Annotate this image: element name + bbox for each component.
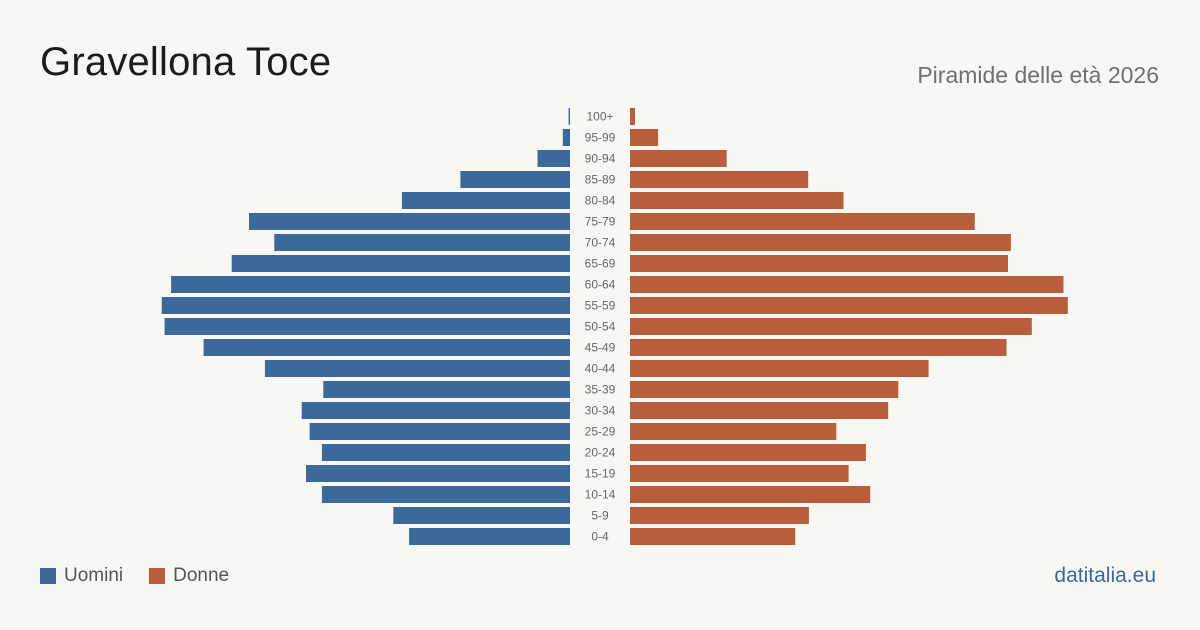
- bar-men-75-79: [249, 213, 570, 230]
- bar-women-15-19: [630, 465, 849, 482]
- brand-link[interactable]: datitalia.eu: [1054, 564, 1156, 587]
- bar-men-30-34: [301, 402, 570, 419]
- age-group-label-30-34: 30-34: [585, 404, 616, 418]
- age-group-label-20-24: 20-24: [585, 446, 616, 460]
- age-group-label-15-19: 15-19: [585, 467, 616, 481]
- bar-women-25-29: [630, 423, 837, 440]
- bar-men-50-54: [164, 318, 570, 335]
- bar-men-70-74: [274, 234, 570, 251]
- age-group-label-100+: 100+: [586, 110, 613, 124]
- bar-men-25-29: [309, 423, 570, 440]
- age-group-label-5-9: 5-9: [591, 509, 609, 523]
- bar-women-55-59: [630, 297, 1068, 314]
- chart-subtitle: Piramide delle età 2026: [917, 62, 1159, 88]
- age-group-label-90-94: 90-94: [585, 152, 616, 166]
- bar-women-100+: [630, 108, 635, 125]
- bar-women-45-49: [630, 339, 1007, 356]
- bar-men-80-84: [401, 192, 570, 209]
- age-group-label-45-49: 45-49: [585, 341, 616, 355]
- bar-men-35-39: [323, 381, 570, 398]
- chart-title: Gravellona Toce: [40, 40, 332, 84]
- bar-men-20-24: [321, 444, 570, 461]
- bar-women-20-24: [630, 444, 866, 461]
- age-group-label-0-4: 0-4: [591, 530, 609, 544]
- age-group-label-60-64: 60-64: [585, 278, 616, 292]
- age-group-label-25-29: 25-29: [585, 425, 616, 439]
- legend-swatch-women: [149, 568, 166, 584]
- bar-women-80-84: [630, 192, 844, 209]
- bar-men-100+: [568, 108, 570, 125]
- bar-men-95-99: [562, 129, 570, 146]
- bar-women-90-94: [630, 150, 727, 167]
- bar-women-30-34: [630, 402, 889, 419]
- bar-men-45-49: [203, 339, 570, 356]
- legend-item-men: Uomini: [40, 565, 123, 587]
- bar-women-35-39: [630, 381, 899, 398]
- bar-women-5-9: [630, 507, 809, 524]
- bar-men-55-59: [161, 297, 570, 314]
- age-group-label-70-74: 70-74: [585, 236, 616, 250]
- age-group-label-65-69: 65-69: [585, 257, 616, 271]
- bar-women-0-4: [630, 528, 796, 545]
- bar-men-65-69: [231, 255, 570, 272]
- legend-swatch-men: [40, 568, 56, 584]
- bar-men-60-64: [171, 276, 570, 293]
- bar-men-15-19: [306, 465, 570, 482]
- age-group-label-75-79: 75-79: [585, 215, 616, 229]
- age-group-label-55-59: 55-59: [585, 299, 616, 313]
- legend-label-women: Donne: [173, 565, 230, 586]
- age-group-label-95-99: 95-99: [585, 131, 616, 145]
- bar-men-90-94: [537, 150, 570, 167]
- bar-men-10-14: [321, 486, 570, 503]
- bar-men-5-9: [393, 507, 570, 524]
- legend-item-women: Donne: [149, 565, 229, 587]
- age-group-label-85-89: 85-89: [585, 173, 616, 187]
- bar-women-85-89: [630, 171, 809, 188]
- bar-women-95-99: [630, 129, 659, 146]
- bar-women-50-54: [630, 318, 1032, 335]
- bar-men-40-44: [264, 360, 570, 377]
- age-group-label-50-54: 50-54: [585, 320, 616, 334]
- age-group-label-10-14: 10-14: [585, 488, 616, 502]
- bar-women-70-74: [630, 234, 1011, 251]
- bar-women-40-44: [630, 360, 929, 377]
- age-group-label-80-84: 80-84: [585, 194, 616, 208]
- bar-men-85-89: [460, 171, 570, 188]
- bar-women-10-14: [630, 486, 871, 503]
- bar-men-0-4: [409, 528, 570, 545]
- bar-women-60-64: [630, 276, 1064, 293]
- legend: Uomini Donne: [40, 565, 255, 587]
- bar-women-75-79: [630, 213, 975, 230]
- legend-label-men: Uomini: [64, 565, 124, 586]
- age-group-label-40-44: 40-44: [585, 362, 616, 376]
- age-group-label-35-39: 35-39: [585, 383, 616, 397]
- bar-women-65-69: [630, 255, 1008, 272]
